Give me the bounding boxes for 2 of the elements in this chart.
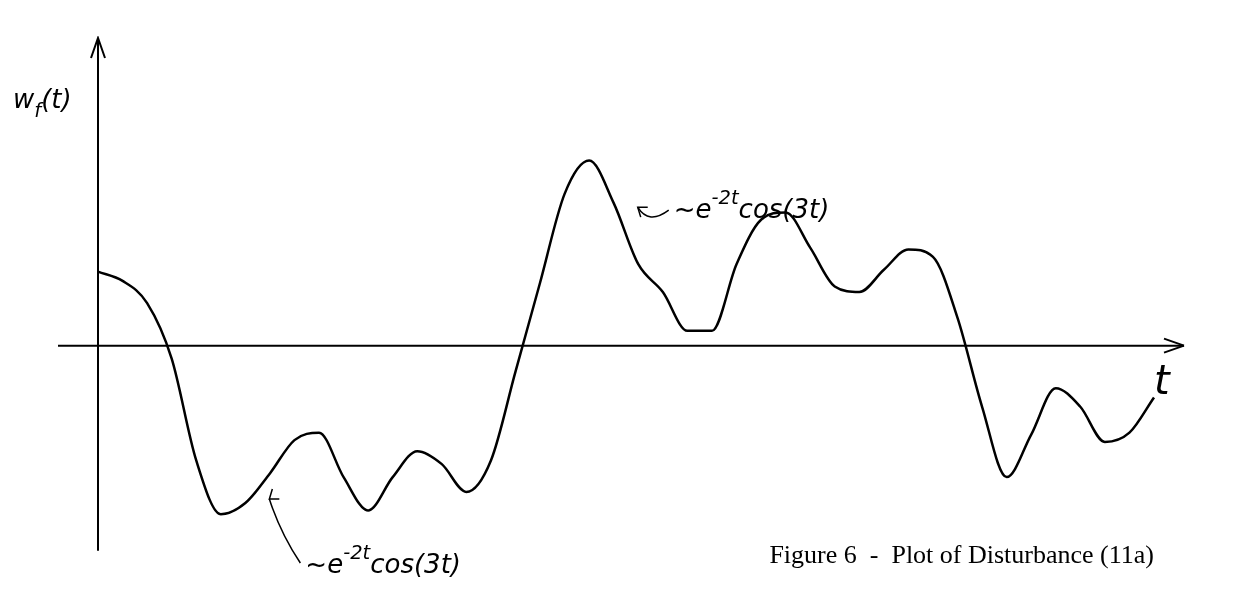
x-axis-title: t [1154,356,1171,403]
text: Figure 6 - Plot of Disturbance (11a) [769,540,1154,570]
